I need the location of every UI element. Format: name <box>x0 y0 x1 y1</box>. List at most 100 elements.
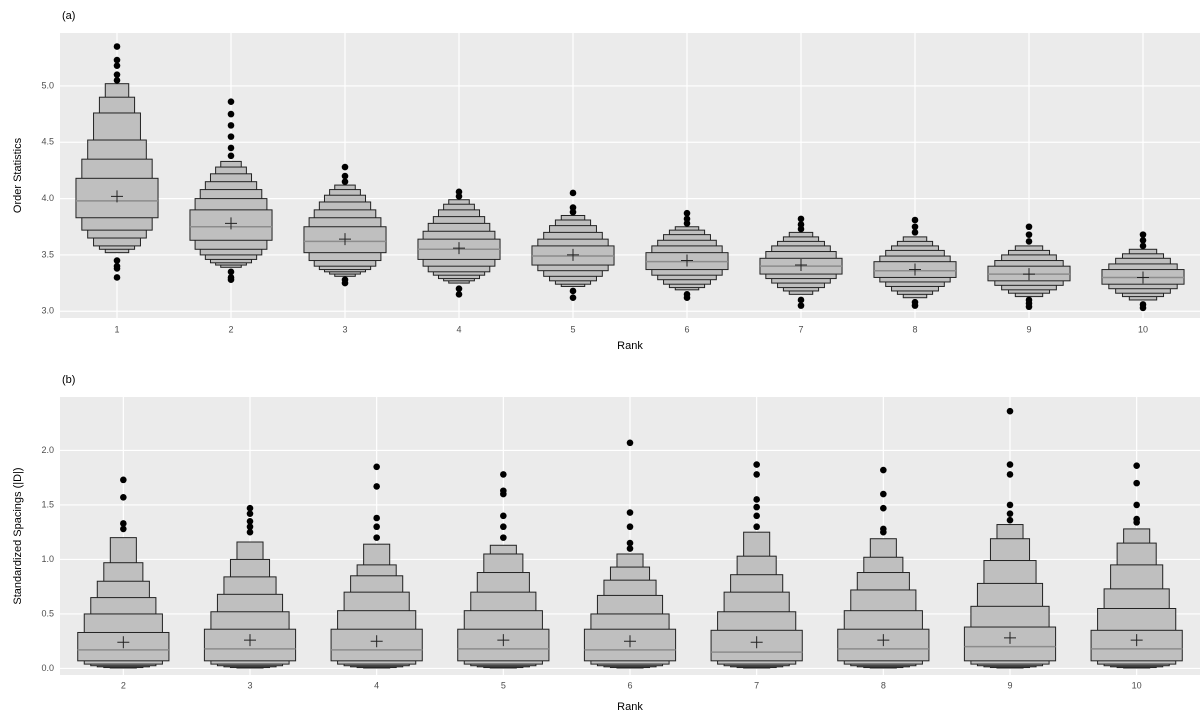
outlier <box>227 133 235 140</box>
y-tick-label: 2.0 <box>41 445 54 455</box>
y-axis-label: Standardized Spacings (|D|) <box>12 467 24 604</box>
outlier <box>227 276 235 283</box>
outlier <box>341 178 349 185</box>
outlier <box>341 279 349 287</box>
outlier <box>113 43 121 50</box>
y-axis-label: Order Statistics <box>12 137 24 213</box>
panel-label: (b) <box>62 374 75 386</box>
outlier <box>500 534 507 541</box>
outlier <box>797 215 805 223</box>
outlier <box>113 274 121 281</box>
outlier <box>373 534 380 541</box>
outlier <box>753 461 760 468</box>
outlier <box>880 466 887 474</box>
x-tick-label: 6 <box>627 680 632 690</box>
mean-marker <box>339 233 351 246</box>
mean-marker <box>909 263 921 276</box>
outlier <box>120 493 127 501</box>
x-tick-label: 1 <box>114 324 119 334</box>
outlier <box>113 62 121 69</box>
outlier <box>753 496 760 503</box>
mean-marker <box>567 248 579 261</box>
outlier <box>455 188 463 196</box>
mean-marker <box>370 635 383 648</box>
y-tick-label: 0.5 <box>41 608 54 618</box>
outlier <box>113 257 121 264</box>
y-tick-label: 3.0 <box>41 306 54 316</box>
outlier <box>227 122 235 129</box>
outlier <box>880 504 887 512</box>
outlier <box>1025 303 1033 311</box>
mean-marker <box>1023 268 1035 281</box>
outlier <box>569 204 577 211</box>
outlier <box>373 523 380 531</box>
x-tick-label: 5 <box>570 324 575 334</box>
outlier <box>1025 231 1033 238</box>
outlier <box>880 525 887 533</box>
y-tick-label: 3.5 <box>41 249 54 259</box>
outlier <box>113 56 121 64</box>
outlier <box>753 523 760 531</box>
outlier <box>246 504 254 512</box>
outlier <box>227 152 235 160</box>
x-tick-label: 7 <box>798 324 803 334</box>
outlier <box>455 285 463 293</box>
mean-marker <box>1137 271 1149 284</box>
outlier <box>753 512 760 520</box>
outlier <box>626 545 634 552</box>
mean-marker <box>795 259 807 272</box>
mean-marker <box>117 636 130 649</box>
mean-marker <box>497 634 510 647</box>
x-tick-label: 9 <box>1026 324 1031 334</box>
outlier <box>753 471 760 478</box>
x-tick-label: 10 <box>1138 324 1148 334</box>
outlier <box>500 471 507 478</box>
panel-label: (a) <box>62 10 75 22</box>
outlier <box>120 520 127 527</box>
x-tick-label: 5 <box>501 680 506 690</box>
outlier <box>1006 510 1014 517</box>
outlier <box>1133 515 1140 523</box>
outlier <box>113 71 121 78</box>
outlier <box>626 439 634 447</box>
outlier <box>626 523 634 531</box>
x-tick-label: 3 <box>247 680 252 690</box>
outlier <box>1133 479 1140 487</box>
outlier <box>1006 516 1014 524</box>
outlier <box>113 265 121 272</box>
outlier <box>1133 462 1140 469</box>
mean-marker <box>624 635 636 648</box>
y-tick-label: 1.0 <box>41 554 54 564</box>
outlier <box>911 216 919 224</box>
outlier <box>1006 471 1014 478</box>
outlier <box>227 110 235 118</box>
outlier <box>113 77 121 84</box>
x-axis-label: Rank <box>617 340 643 352</box>
mean-marker <box>111 190 123 203</box>
outlier <box>683 215 691 223</box>
x-tick-label: 9 <box>1007 680 1012 690</box>
x-tick-label: 2 <box>121 680 126 690</box>
outlier <box>227 268 235 276</box>
outlier <box>500 512 507 520</box>
outlier <box>1025 238 1033 245</box>
outlier <box>569 294 577 302</box>
outlier <box>1006 461 1014 468</box>
mean-marker <box>1004 631 1016 644</box>
outlier <box>373 514 380 522</box>
outlier <box>753 503 760 511</box>
outlier <box>797 302 805 309</box>
y-tick-label: 4.5 <box>41 137 54 147</box>
outlier <box>246 523 254 531</box>
outlier <box>1006 407 1014 415</box>
outlier <box>911 302 919 309</box>
outlier <box>683 294 691 302</box>
x-tick-label: 4 <box>456 324 461 334</box>
outlier <box>1025 223 1033 231</box>
outlier <box>341 172 349 180</box>
outlier <box>246 517 254 525</box>
mean-marker <box>244 634 256 647</box>
outlier <box>1006 501 1014 509</box>
outlier <box>246 510 254 517</box>
